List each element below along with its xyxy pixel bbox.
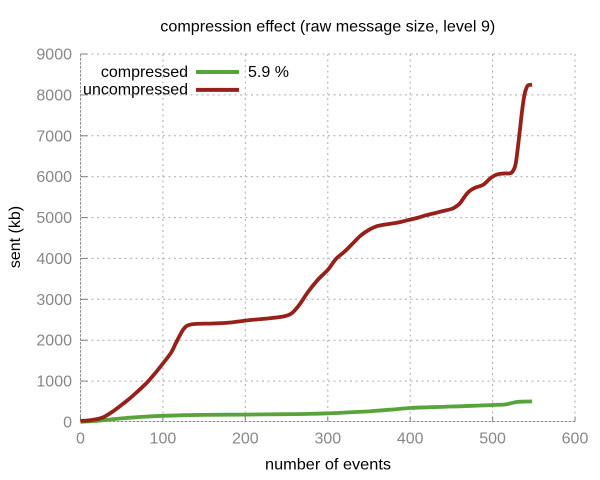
svg-text:8000: 8000 — [36, 87, 72, 104]
svg-text:600: 600 — [562, 431, 589, 448]
svg-text:4000: 4000 — [36, 251, 72, 268]
svg-text:compressed: compressed — [101, 64, 188, 81]
svg-text:100: 100 — [150, 431, 177, 448]
svg-text:500: 500 — [479, 431, 506, 448]
svg-text:9000: 9000 — [36, 47, 72, 64]
svg-text:200: 200 — [232, 431, 259, 448]
svg-text:400: 400 — [397, 431, 424, 448]
svg-text:1000: 1000 — [36, 374, 72, 391]
svg-text:7000: 7000 — [36, 128, 72, 145]
svg-text:2000: 2000 — [36, 333, 72, 350]
svg-text:6000: 6000 — [36, 169, 72, 186]
svg-text:5.9 %: 5.9 % — [248, 64, 289, 81]
svg-text:number of events: number of events — [265, 457, 391, 474]
svg-text:300: 300 — [314, 431, 341, 448]
svg-text:3000: 3000 — [36, 292, 72, 309]
svg-text:sent (kb): sent (kb) — [7, 206, 24, 268]
svg-text:0: 0 — [76, 431, 85, 448]
svg-text:compression effect (raw messag: compression effect (raw message size, le… — [160, 19, 495, 36]
svg-text:uncompressed: uncompressed — [83, 82, 188, 99]
svg-text:0: 0 — [63, 415, 72, 432]
svg-text:5000: 5000 — [36, 210, 72, 227]
